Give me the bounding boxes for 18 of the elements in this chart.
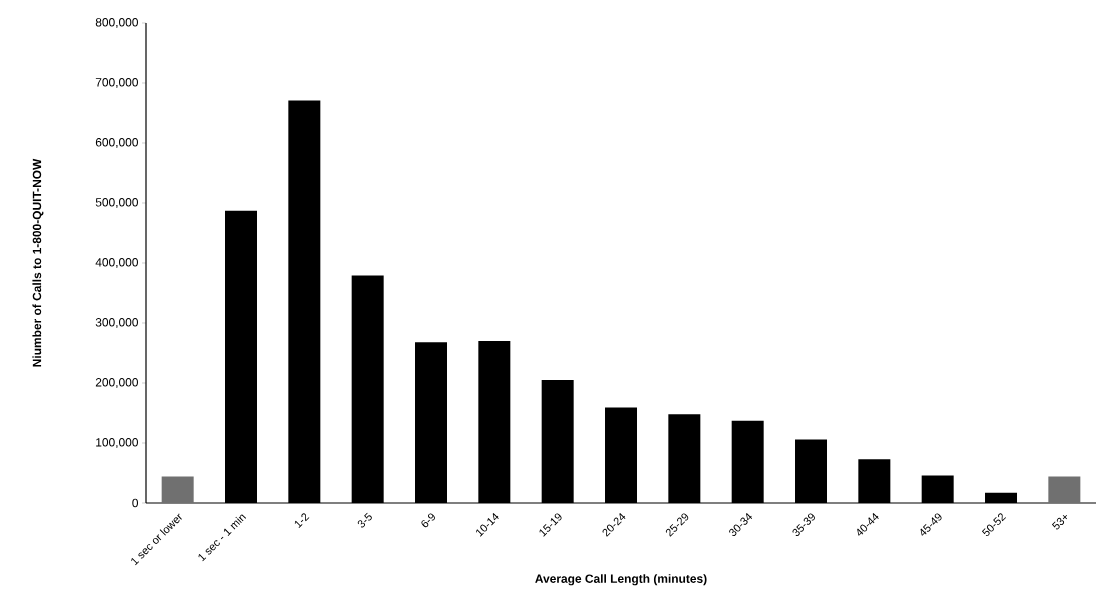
- x-tick-label: 3-5: [357, 512, 372, 528]
- y-axis-title: Niumber of Calls to 1-800-QUIT-NOW: [32, 158, 44, 367]
- y-tick-label: 0: [132, 498, 139, 508]
- x-tick-label: 1 sec - 1 min: [198, 514, 247, 562]
- x-tick-label: 6-9: [421, 513, 435, 528]
- y-tick-label: 300,000: [95, 318, 139, 328]
- y-tick-label: 100,000: [96, 438, 139, 448]
- y-tick-label: 700,000: [95, 78, 139, 88]
- bar: [161, 476, 194, 503]
- y-tick-label: 200,000: [95, 378, 139, 388]
- bar: [1048, 476, 1081, 503]
- y-tick-label: 500,000: [95, 198, 139, 208]
- x-axis-title: Average Call Length (minutes): [535, 574, 707, 586]
- x-tick-label: 53+: [1051, 514, 1068, 530]
- x-tick-label: 1-2: [294, 513, 310, 529]
- y-tick-label: 600,000: [95, 138, 139, 148]
- y-tick-label: 800,000: [95, 18, 139, 28]
- y-tick-label: 400,000: [95, 258, 139, 268]
